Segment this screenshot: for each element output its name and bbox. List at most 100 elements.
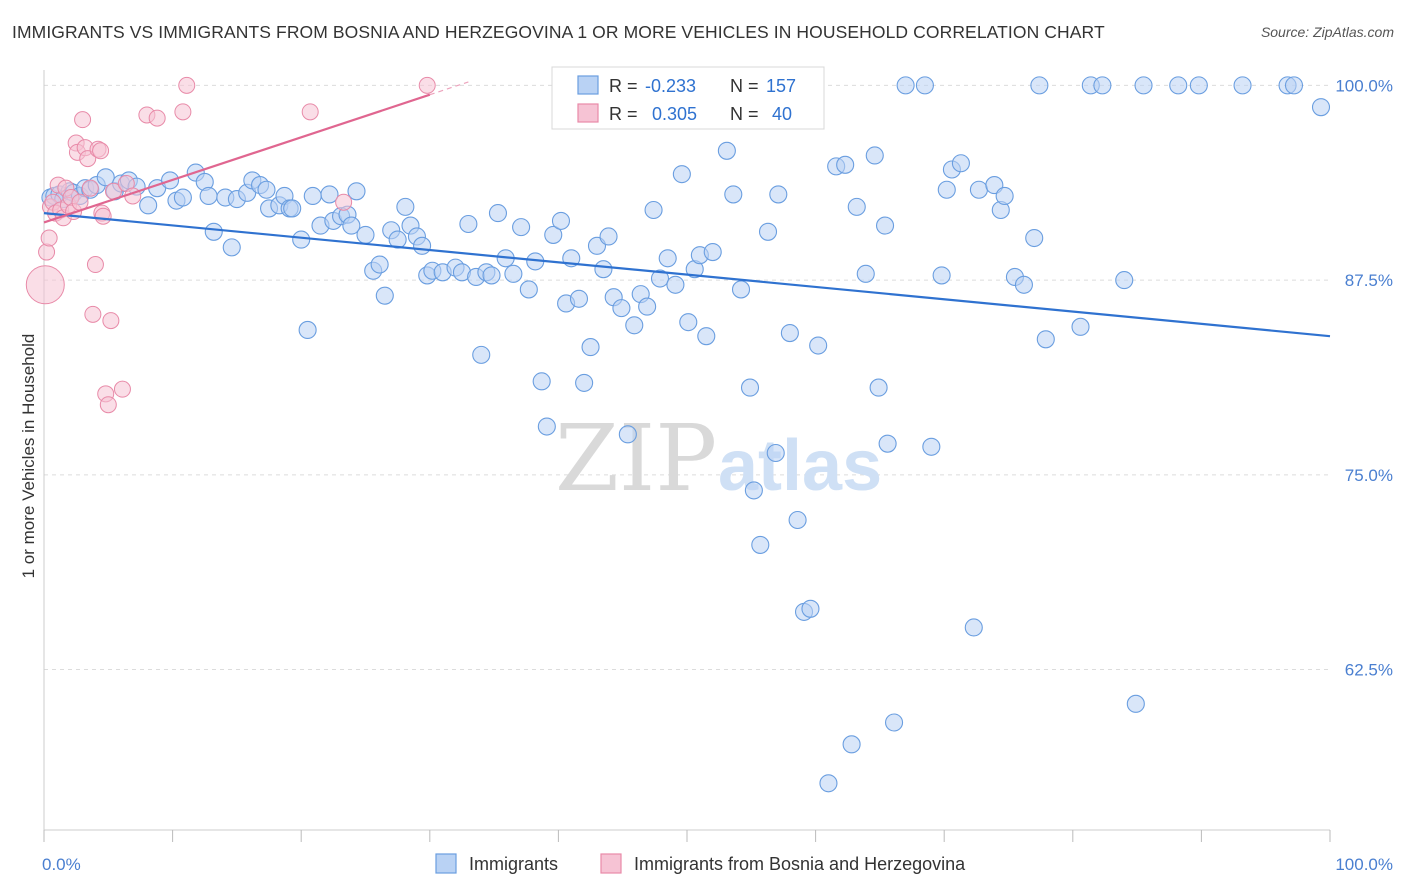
point-immigrants xyxy=(801,599,820,618)
bottom-legend-swatch-immigrants xyxy=(435,853,457,874)
point-immigrants xyxy=(199,186,218,206)
point-immigrants xyxy=(937,180,956,199)
point-immigrants xyxy=(472,345,491,364)
point-immigrants xyxy=(1134,76,1153,95)
trend-line-bosnia xyxy=(43,93,431,224)
point-immigrants xyxy=(537,417,556,436)
point-immigrants xyxy=(875,216,895,235)
point-bosnia xyxy=(178,76,196,94)
legend-swatch-immigrants xyxy=(577,75,599,95)
point-bosnia xyxy=(335,193,353,211)
trend-extension-bosnia xyxy=(429,81,469,96)
point-immigrants xyxy=(703,243,722,262)
point-immigrants xyxy=(1093,76,1112,95)
point-bosnia xyxy=(99,396,117,414)
point-immigrants xyxy=(758,222,778,241)
point-immigrants xyxy=(1284,76,1304,95)
point-bosnia xyxy=(148,109,166,127)
point-immigrants xyxy=(658,249,677,268)
legend-n-value: 40 xyxy=(772,104,792,124)
point-bosnia xyxy=(25,265,65,305)
point-immigrants xyxy=(788,510,807,530)
y-tick-label: 100.0% xyxy=(1335,76,1393,95)
point-immigrants xyxy=(413,236,432,255)
point-immigrants xyxy=(932,266,951,285)
legend-r-value: 0.305 xyxy=(652,104,697,124)
point-immigrants xyxy=(964,618,983,637)
point-immigrants xyxy=(320,185,339,204)
point-immigrants xyxy=(618,425,637,444)
x-tick-label: 100.0% xyxy=(1335,855,1393,874)
watermark: ZIP atlas xyxy=(555,405,882,512)
point-bosnia xyxy=(40,229,58,247)
point-immigrants xyxy=(951,154,970,173)
point-immigrants xyxy=(1311,98,1331,117)
point-bosnia xyxy=(92,142,110,160)
legend-n-value: 157 xyxy=(766,76,796,96)
point-immigrants xyxy=(780,324,799,343)
legend-n-label: N = xyxy=(730,76,759,96)
point-immigrants xyxy=(139,196,158,215)
legend-n-label: N = xyxy=(730,104,759,124)
point-bosnia xyxy=(84,305,102,323)
legend-r-label: R = xyxy=(609,76,638,96)
point-immigrants xyxy=(724,185,743,204)
point-immigrants xyxy=(96,168,115,187)
point-immigrants xyxy=(884,713,904,732)
point-immigrants xyxy=(612,299,631,318)
point-immigrants xyxy=(1071,317,1090,336)
bottom-legend-label-immigrants: Immigrants xyxy=(469,854,558,874)
point-immigrants xyxy=(599,227,618,246)
point-bosnia xyxy=(301,103,319,121)
point-immigrants xyxy=(819,774,838,793)
trend-line-immigrants xyxy=(43,212,1331,338)
point-immigrants xyxy=(915,76,934,95)
point-immigrants xyxy=(283,199,302,218)
bottom-legend-swatch-bosnia xyxy=(600,853,622,874)
point-immigrants xyxy=(1169,76,1188,95)
point-immigrants xyxy=(744,481,763,500)
point-bosnia xyxy=(38,243,56,261)
point-immigrants xyxy=(751,535,770,554)
point-immigrants xyxy=(342,216,361,235)
point-bosnia xyxy=(86,256,104,274)
point-immigrants xyxy=(459,214,478,234)
point-immigrants xyxy=(869,378,888,397)
point-immigrants xyxy=(581,338,600,357)
data-points xyxy=(25,76,1331,793)
bottom-legend: Immigrants Immigrants from Bosnia and He… xyxy=(435,853,966,874)
watermark-zip: ZIP xyxy=(555,405,717,512)
point-immigrants xyxy=(1189,76,1208,95)
point-immigrants xyxy=(809,336,828,355)
point-immigrants xyxy=(482,266,501,285)
point-immigrants xyxy=(519,280,538,299)
point-immigrants xyxy=(847,197,866,216)
point-immigrants xyxy=(488,204,508,223)
legend-box: R = -0.233 N = 157 R = 0.305 N = 40 xyxy=(551,66,825,130)
point-immigrants xyxy=(298,320,317,339)
point-immigrants xyxy=(1014,275,1033,294)
tick-labels: 100.0% 87.5% 75.0% 62.5% 0.0% 100.0% xyxy=(42,76,1393,874)
point-immigrants xyxy=(896,76,915,95)
point-immigrants xyxy=(396,197,415,216)
point-immigrants xyxy=(697,327,716,346)
point-immigrants xyxy=(650,269,670,288)
watermark-atlas: atlas xyxy=(718,426,882,506)
legend-r-value: -0.233 xyxy=(645,76,696,96)
bottom-legend-label-bosnia: Immigrants from Bosnia and Herzegovina xyxy=(634,854,966,874)
point-immigrants xyxy=(672,165,691,184)
point-immigrants xyxy=(836,155,855,174)
point-bosnia xyxy=(94,207,112,225)
point-immigrants xyxy=(222,238,241,257)
point-immigrants xyxy=(644,200,663,220)
point-immigrants xyxy=(356,225,375,244)
point-immigrants xyxy=(1126,694,1145,713)
point-immigrants xyxy=(1025,228,1044,248)
point-immigrants xyxy=(347,182,366,201)
chart-title: IMMIGRANTS VS IMMIGRANTS FROM BOSNIA AND… xyxy=(12,22,1105,42)
point-immigrants xyxy=(375,286,394,305)
point-immigrants xyxy=(257,180,276,199)
legend-r-label: R = xyxy=(609,104,638,124)
point-immigrants xyxy=(575,373,594,392)
point-immigrants xyxy=(1115,271,1134,290)
